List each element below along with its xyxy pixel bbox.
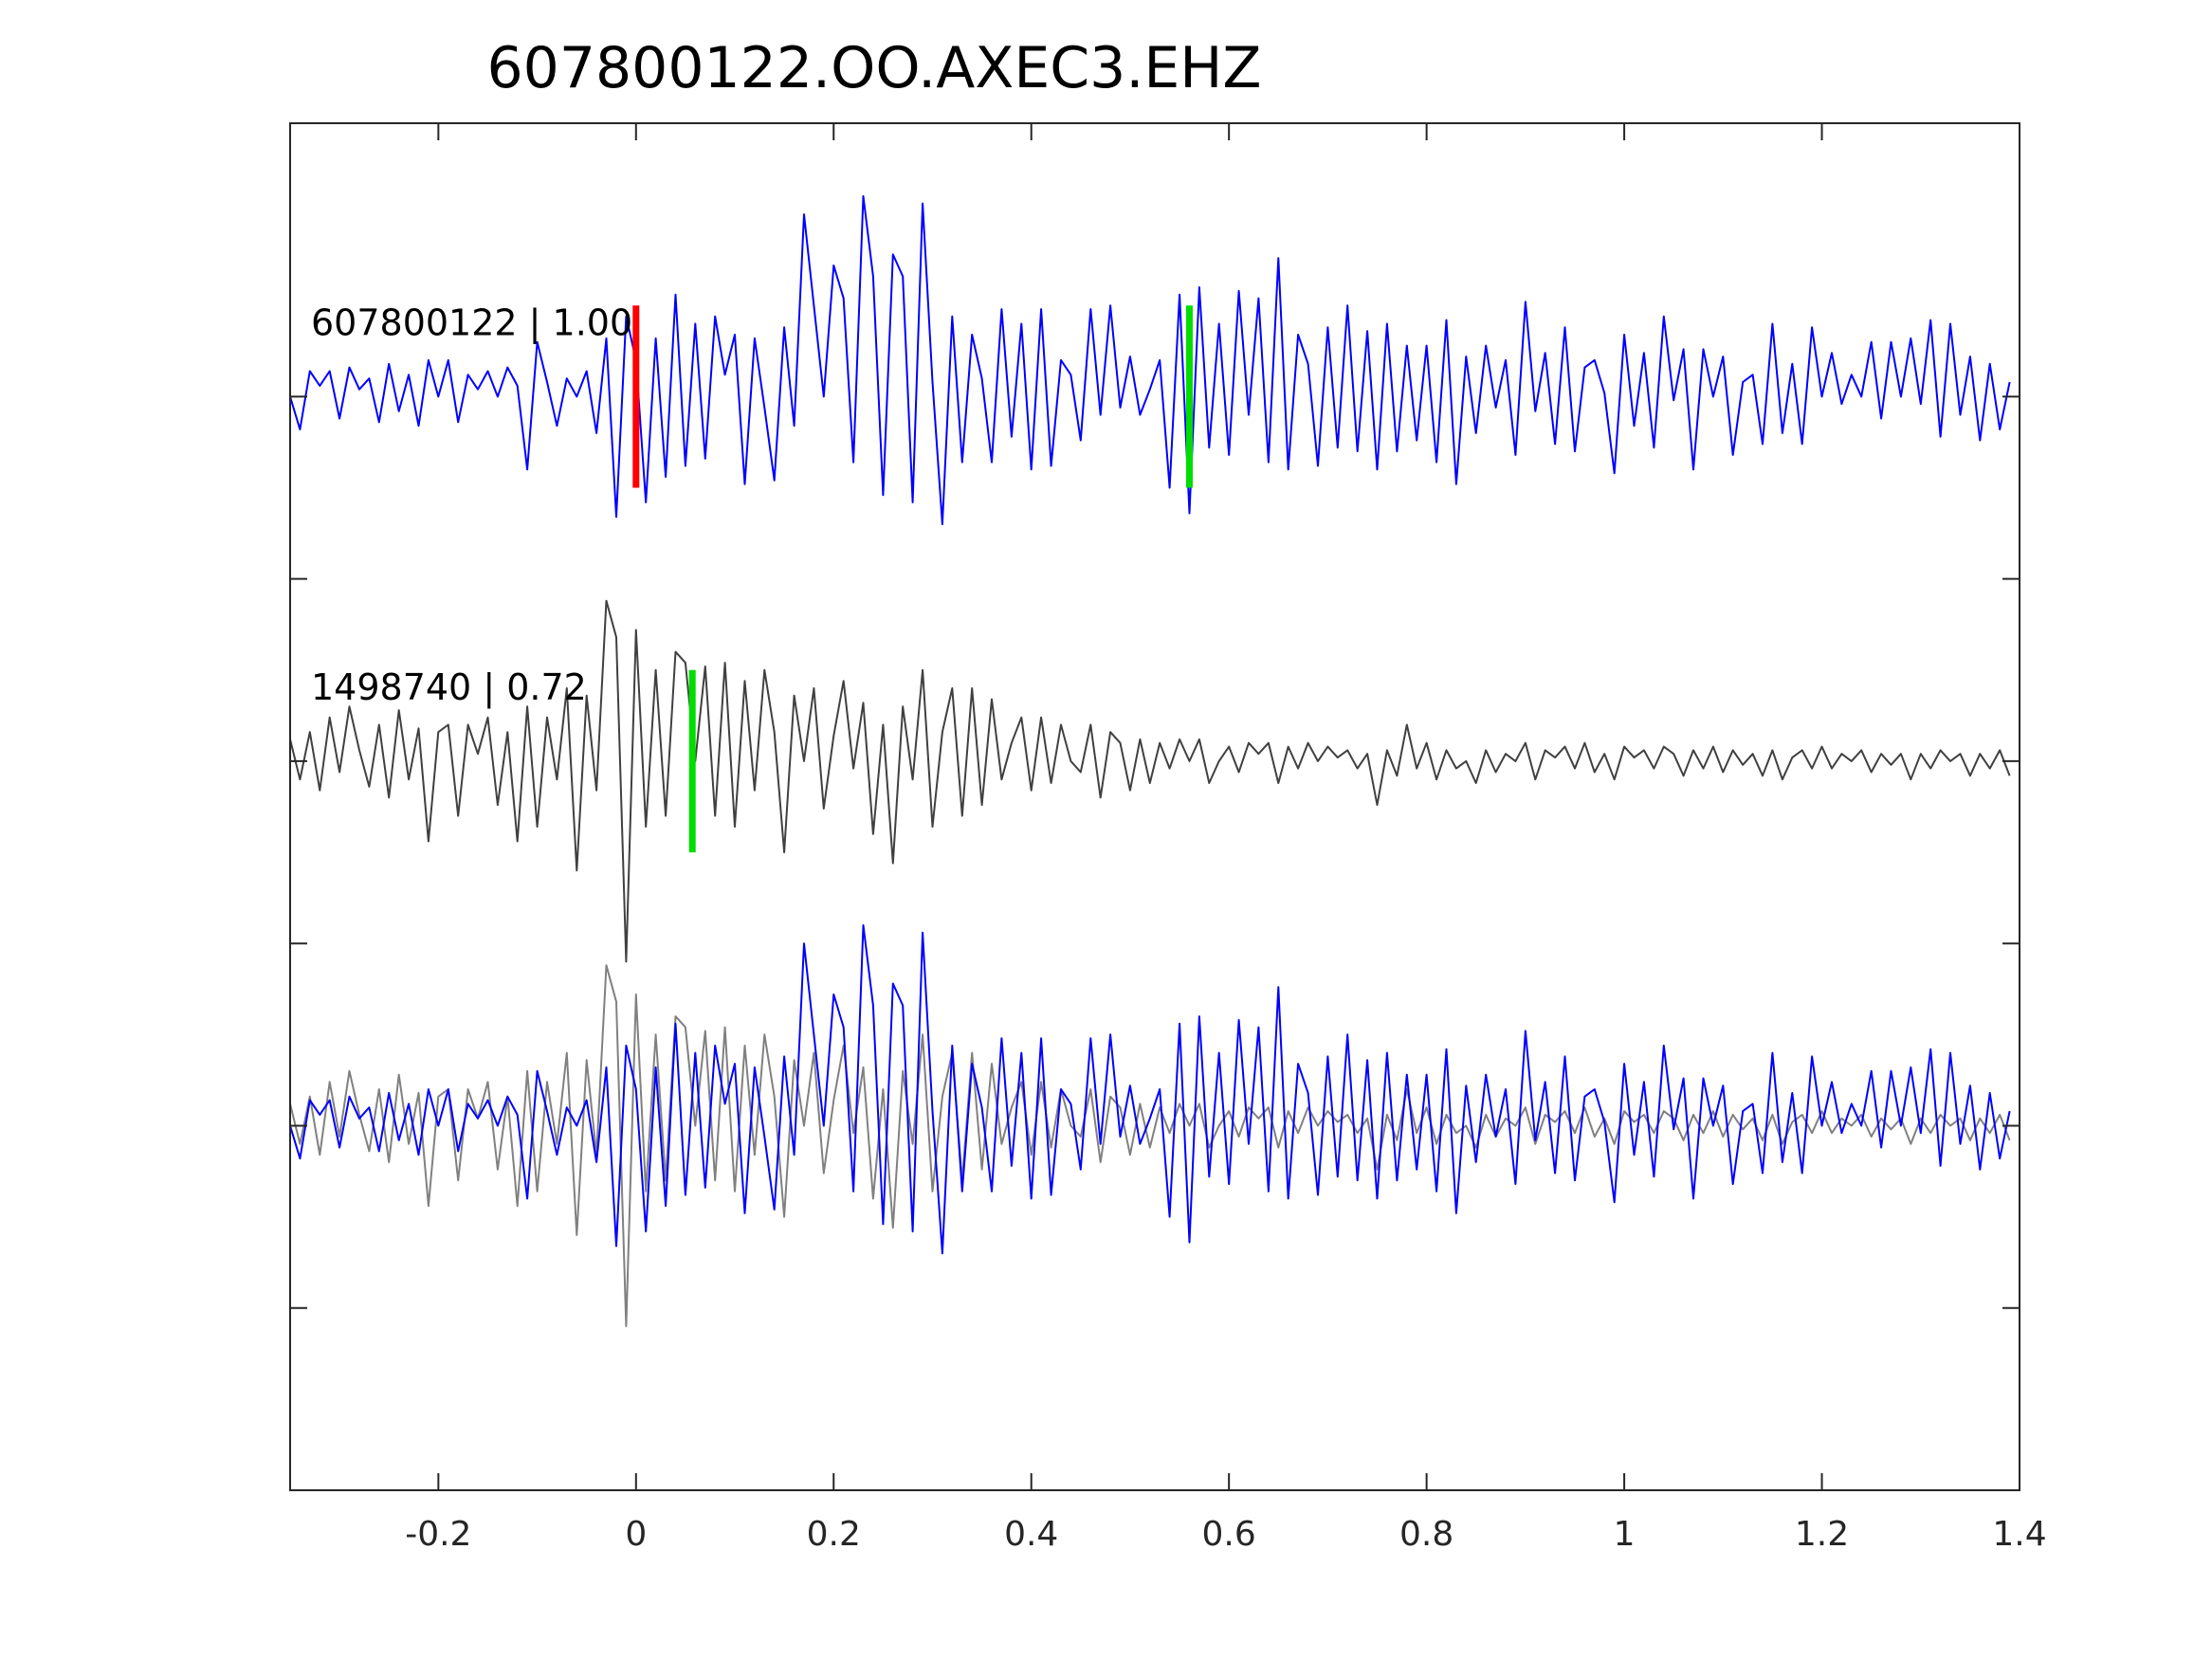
trace-labels-layer: 607800122 | 1.00 1498740 | 0.72	[311, 301, 632, 709]
axes-layer: -0.2 0 0.2 0.4 0.6 0.8 1 1.2 1.4	[290, 123, 2047, 1554]
x-tick-label: 1.4	[1992, 1515, 2046, 1554]
x-tick-label: 0.6	[1202, 1515, 1256, 1554]
x-tick-label: -0.2	[405, 1515, 471, 1554]
x-tick-label: 0.4	[1004, 1515, 1058, 1554]
x-tick-label: 0.2	[807, 1515, 861, 1554]
x-tick-label: 0.8	[1399, 1515, 1453, 1554]
x-tick-label: 0	[625, 1515, 647, 1554]
overlay-trace-1	[289, 964, 2011, 1327]
trace-label: 607800122 | 1.00	[311, 301, 632, 344]
trace-line-1	[289, 194, 2011, 525]
trace-line-2	[289, 599, 2011, 963]
chart-title: 607800122.OO.AXEC3.EHZ	[486, 35, 1261, 101]
x-tick-label: 1.2	[1795, 1515, 1849, 1554]
traces-layer	[289, 194, 2011, 1327]
x-tick-label: 1	[1614, 1515, 1636, 1554]
picks-layer	[632, 305, 1193, 853]
trace-label: 1498740 | 0.72	[311, 666, 587, 709]
plot-frame	[289, 122, 2020, 1491]
overlay-trace-2	[289, 924, 2011, 1255]
